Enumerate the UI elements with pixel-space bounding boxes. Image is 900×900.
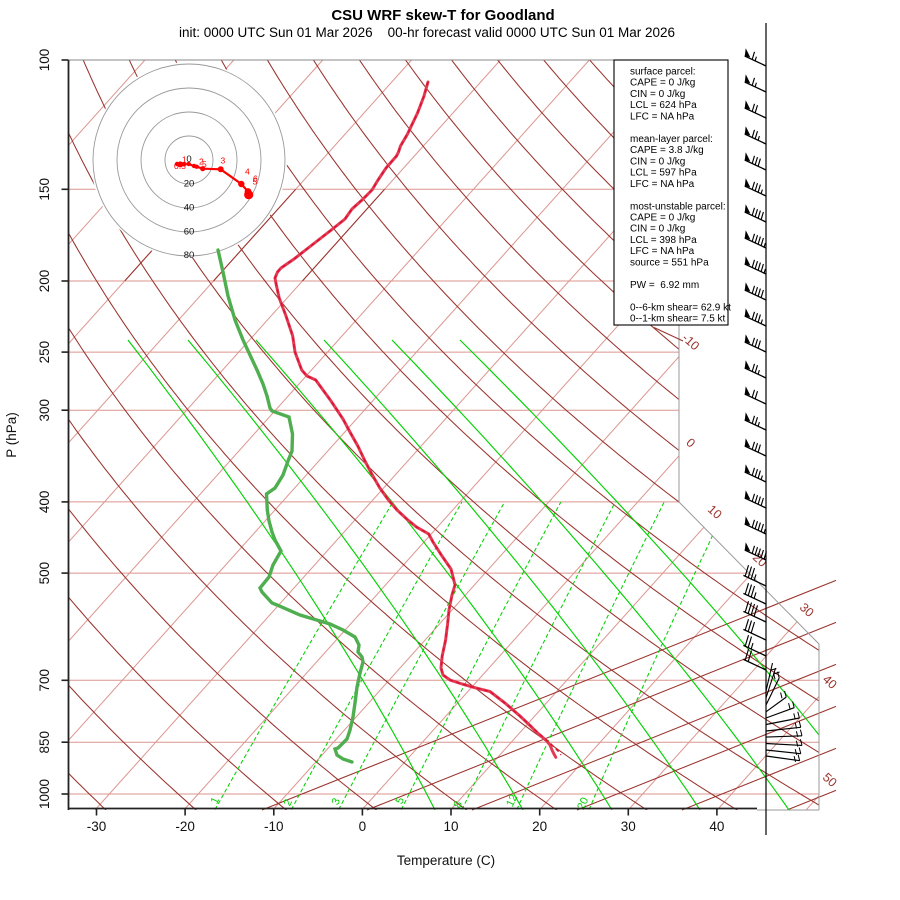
svg-text:P (hPa): P (hPa) (4, 412, 19, 458)
svg-text:-10: -10 (264, 819, 284, 834)
svg-text:surface parcel:: surface parcel: (630, 67, 696, 78)
svg-text:init: 0000 UTC Sun 01 Mar 2026: init: 0000 UTC Sun 01 Mar 2026 00-hr for… (179, 25, 675, 40)
svg-text:PW = 6.92 mm: PW = 6.92 mm (630, 280, 699, 291)
svg-text:700: 700 (37, 669, 52, 692)
svg-text:12: 12 (504, 793, 520, 809)
svg-text:0--6-km shear= 62.9 kt: 0--6-km shear= 62.9 kt (630, 302, 731, 313)
svg-text:LCL = 597 hPa: LCL = 597 hPa (630, 168, 697, 179)
svg-text:most-unstable parcel:: most-unstable parcel: (630, 201, 726, 212)
svg-text:source = 551 hPa: source = 551 hPa (630, 257, 709, 268)
svg-text:LFC = NA hPa: LFC = NA hPa (630, 111, 695, 122)
svg-text:100: 100 (37, 49, 52, 72)
svg-text:20: 20 (532, 819, 547, 834)
svg-text:40: 40 (184, 203, 195, 214)
svg-text:200: 200 (37, 270, 52, 293)
svg-text:20: 20 (184, 179, 195, 190)
svg-text:30: 30 (621, 819, 636, 834)
svg-text:5: 5 (202, 159, 207, 169)
svg-text:LCL = 398 hPa: LCL = 398 hPa (630, 235, 697, 246)
svg-text:3: 3 (330, 796, 343, 807)
svg-text:0: 0 (359, 819, 367, 834)
svg-text:CAPE = 3.8 J/kg: CAPE = 3.8 J/kg (630, 145, 704, 156)
svg-text:1: 1 (209, 795, 222, 806)
svg-text:1: 1 (182, 155, 187, 165)
svg-text:LFC = NA hPa: LFC = NA hPa (630, 179, 695, 190)
svg-text:80: 80 (184, 250, 195, 261)
svg-text:Temperature (C): Temperature (C) (397, 853, 495, 868)
svg-text:150: 150 (37, 178, 52, 201)
svg-text:5: 5 (394, 795, 407, 806)
svg-text:400: 400 (37, 491, 52, 514)
svg-text:CAPE = 0 J/kg: CAPE = 0 J/kg (630, 213, 695, 224)
svg-text:850: 850 (37, 731, 52, 754)
svg-text:3: 3 (221, 156, 226, 166)
svg-text:8: 8 (452, 799, 465, 810)
svg-text:-20: -20 (175, 819, 195, 834)
svg-text:LFC = NA hPa: LFC = NA hPa (630, 246, 695, 257)
svg-text:0: 0 (186, 154, 191, 165)
svg-text:6: 6 (253, 174, 258, 184)
svg-text:5: 5 (253, 177, 258, 187)
svg-text:LCL = 624 hPa: LCL = 624 hPa (630, 100, 697, 111)
svg-text:2: 2 (282, 797, 295, 808)
svg-text:0.5: 0.5 (174, 161, 186, 171)
svg-text:1000: 1000 (37, 779, 52, 809)
svg-text:CIN = 0 J/kg: CIN = 0 J/kg (630, 89, 685, 100)
svg-text:0--1-km shear= 7.5 kt: 0--1-km shear= 7.5 kt (630, 314, 726, 325)
svg-text:CSU WRF skew-T for Goodland: CSU WRF skew-T for Goodland (331, 7, 554, 24)
svg-text:500: 500 (37, 562, 52, 585)
svg-text:40: 40 (709, 819, 724, 834)
svg-text:4: 4 (245, 167, 250, 177)
svg-text:10: 10 (443, 819, 458, 834)
svg-text:-30: -30 (87, 819, 107, 834)
svg-text:300: 300 (37, 399, 52, 422)
svg-text:250: 250 (37, 341, 52, 364)
svg-text:CAPE = 0 J/kg: CAPE = 0 J/kg (630, 78, 695, 89)
svg-text:CIN = 0 J/kg: CIN = 0 J/kg (630, 156, 685, 167)
svg-text:mean-layer parcel:: mean-layer parcel: (630, 134, 713, 145)
svg-text:CIN = 0 J/kg: CIN = 0 J/kg (630, 224, 685, 235)
svg-text:60: 60 (184, 227, 195, 238)
svg-text:2: 2 (199, 157, 204, 167)
